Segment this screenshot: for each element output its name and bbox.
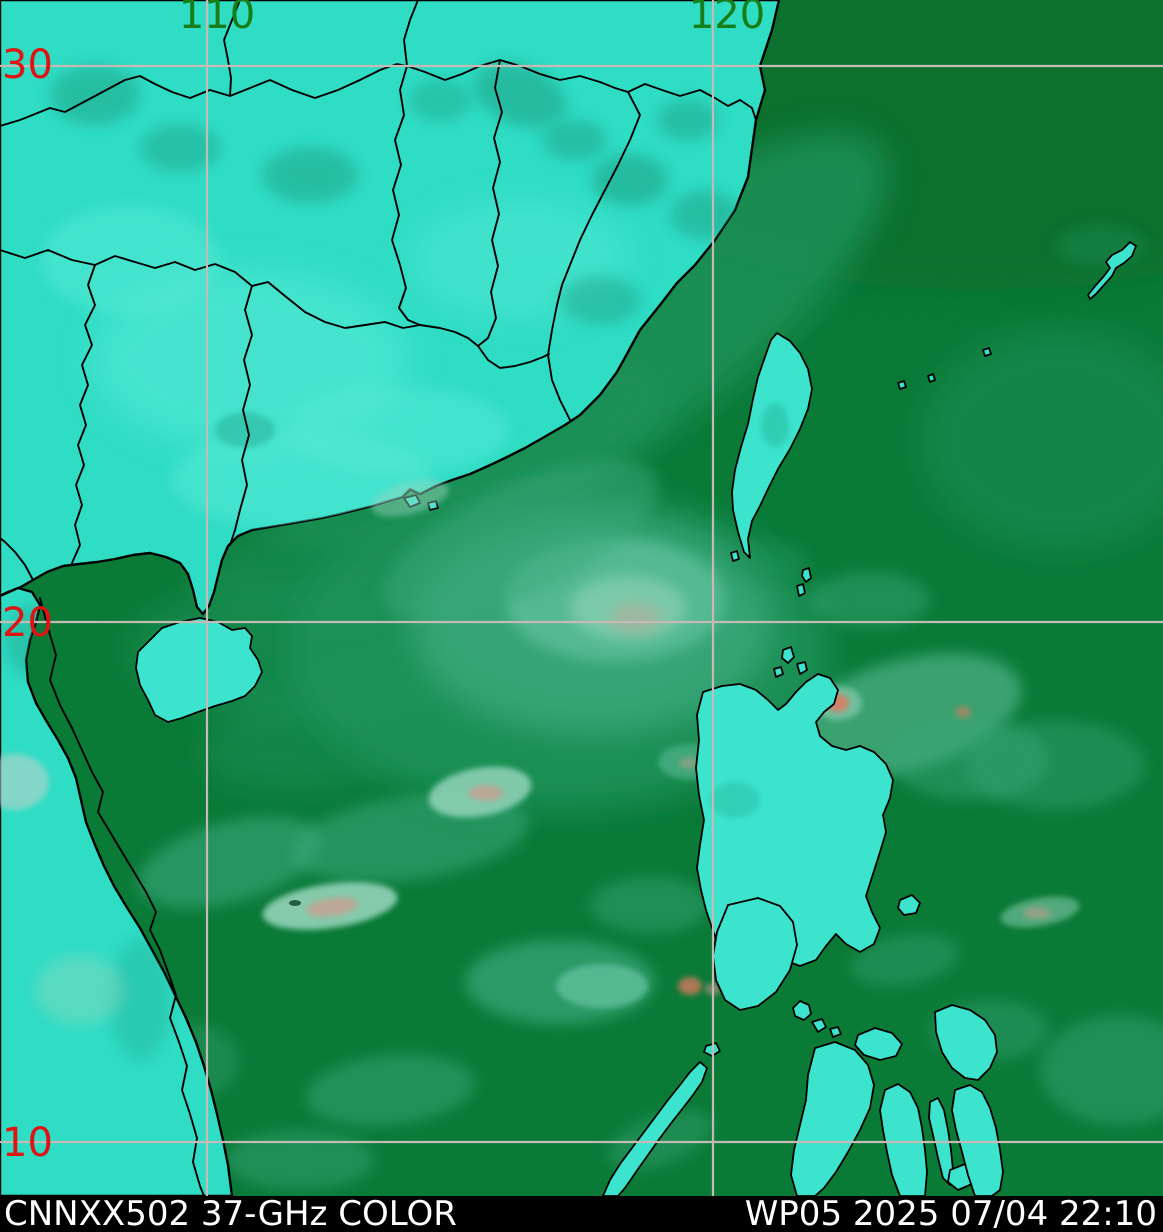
annotation-bar: CNNXX502 37-GHz COLOR WP05 2025 07/04 22… [0, 1196, 1163, 1232]
negros-island [879, 1083, 928, 1196]
babuyan-islands-2 [796, 661, 808, 675]
vietnam-coast-strip [0, 586, 234, 1196]
yonaguni-island [982, 347, 992, 357]
marinduque-island [792, 1000, 812, 1021]
border-nanling-horizontal [0, 249, 550, 369]
graticule [0, 0, 1163, 1196]
border-jiangxi-fujian [547, 91, 641, 421]
lat-label-30: 30 [2, 42, 53, 88]
border-guangxi-west [71, 264, 96, 564]
romblon-islands [811, 1018, 827, 1033]
border-hunan-jiangxi [391, 65, 421, 326]
border-vietnam-laos [39, 597, 205, 1196]
catanduanes-island [897, 894, 921, 916]
lat-label-10: 10 [2, 1120, 53, 1166]
border-china-vietnam [0, 537, 34, 581]
batanes-islands [801, 567, 812, 583]
masbate-island [854, 1027, 903, 1061]
border-top-entry-2 [403, 0, 419, 67]
satellite-map: 110 120 30 20 10 [0, 0, 1163, 1196]
border-top-entry [223, 0, 241, 97]
border-upper-horizontal [0, 59, 757, 127]
luzon-island [695, 673, 894, 967]
province-borders [0, 0, 757, 1196]
overland-cloud-layer [0, 403, 789, 1025]
miyako-island [897, 380, 907, 390]
panay-island [790, 1041, 875, 1196]
batanes-islands-2 [796, 583, 806, 597]
product-id-label: CNNXX502 37-GHz COLOR [4, 1194, 457, 1232]
lat-label-20: 20 [2, 600, 53, 646]
romblon-islands-2 [829, 1026, 842, 1038]
penghu-island [730, 550, 740, 562]
border-middle-vertical [477, 59, 503, 347]
palawan-chain [602, 1061, 708, 1196]
border-guangxi-guangdong [229, 285, 253, 546]
babuyan-islands [781, 646, 795, 664]
samar-island [934, 1004, 998, 1081]
graticule-labels: 110 120 30 20 10 [2, 0, 765, 1166]
land-texture-layer [5, 62, 740, 1060]
babuyan-islands-3 [773, 666, 784, 678]
lon-label-110: 110 [179, 0, 255, 38]
leyte-island [951, 1084, 1004, 1196]
lon-label-120: 120 [689, 0, 765, 38]
okinawa-island [1087, 241, 1137, 300]
ishigaki-island [927, 373, 936, 383]
storm-time-label: WP05 2025 07/04 22:10 [744, 1194, 1157, 1232]
